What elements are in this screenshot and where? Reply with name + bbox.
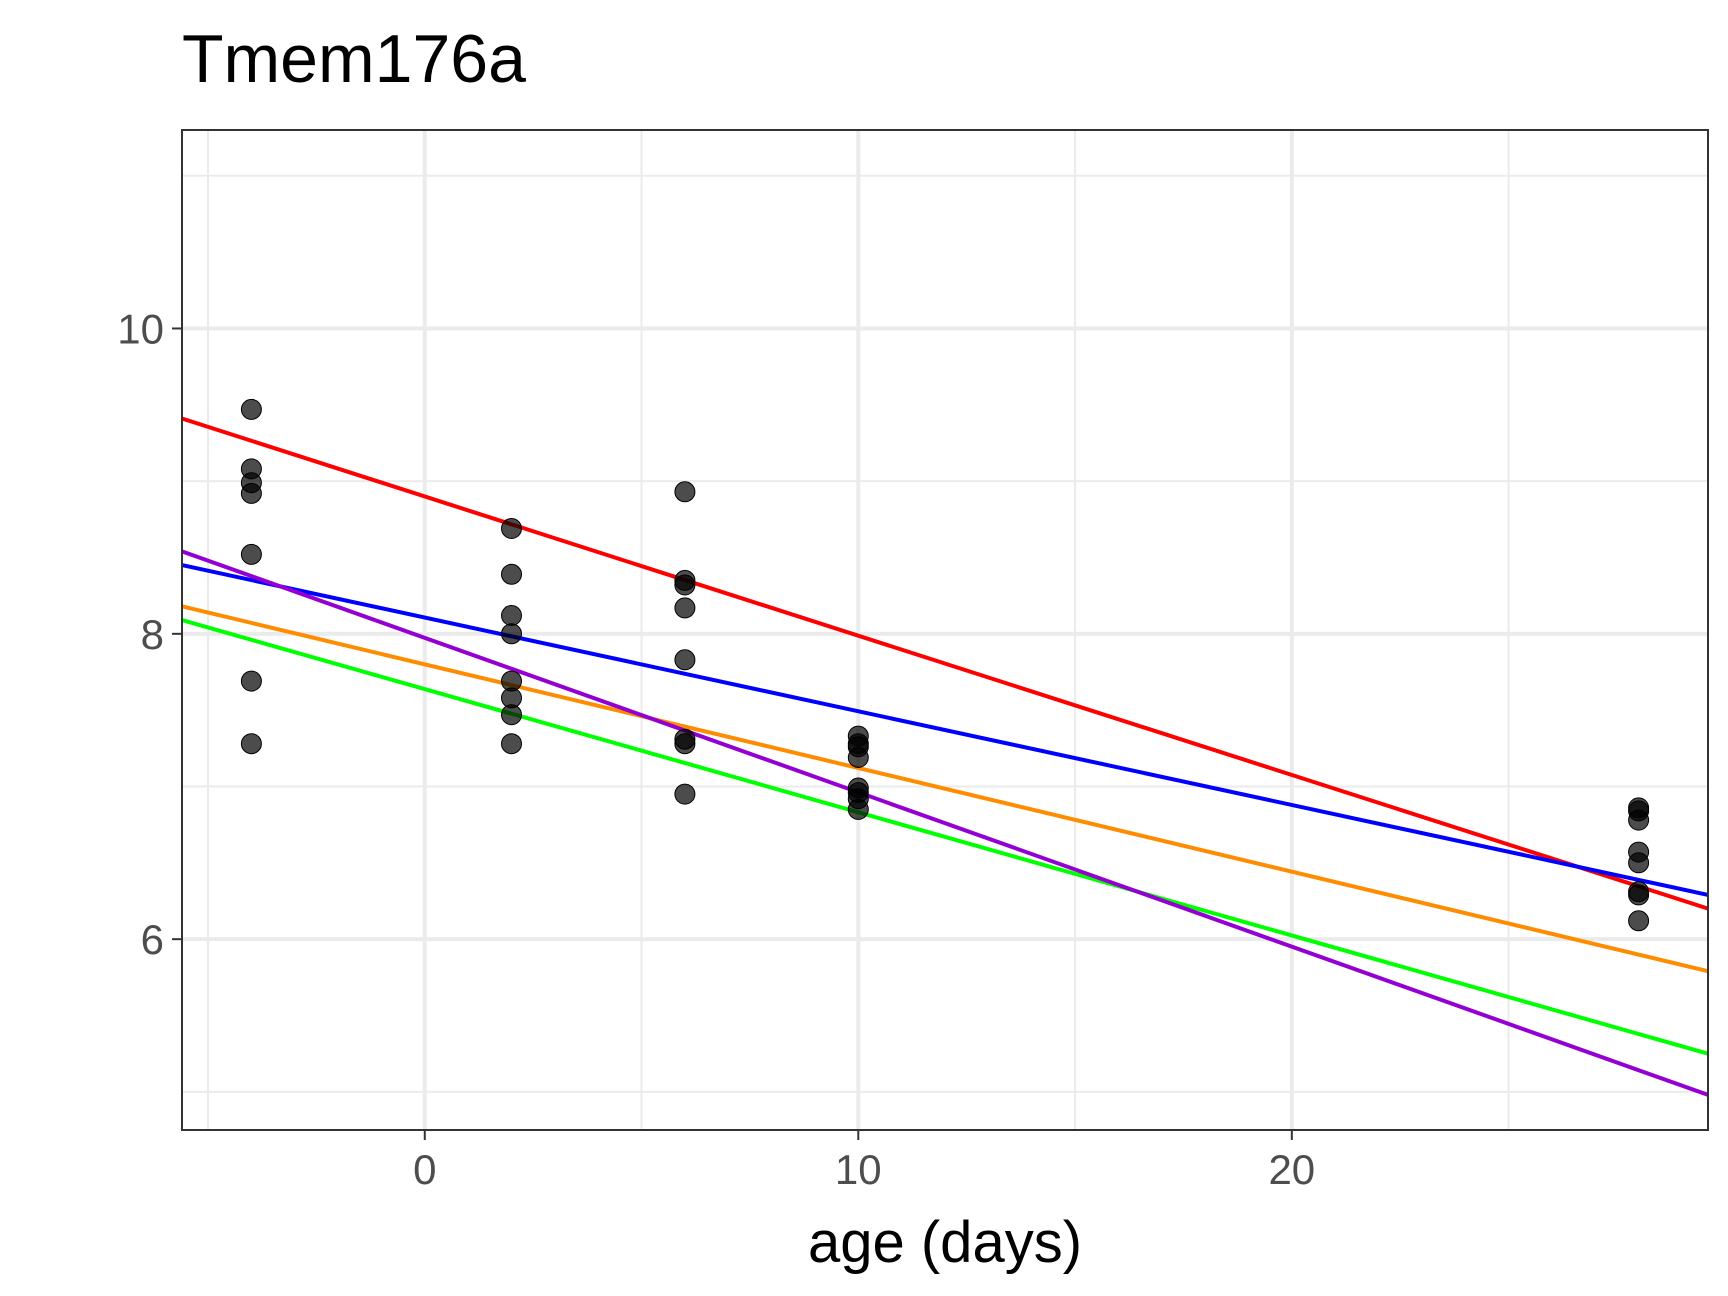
y-tick-label: 6 [141,916,164,963]
data-point [1628,852,1650,874]
data-point [674,597,696,619]
data-point [501,605,522,626]
data-point [1628,809,1650,831]
regression-lines [181,416,1709,1097]
x-tick-label: 20 [1268,1146,1315,1193]
gridlines [182,130,1708,1130]
data-point [1628,910,1650,932]
data-point [501,733,522,755]
data-point [501,563,522,585]
y-tick-label: 10 [117,305,164,352]
panel-background [182,130,1708,1130]
data-point [674,783,696,805]
panel-border [181,129,1709,1131]
data-point [847,747,869,768]
data-point [240,482,262,504]
regression-line [181,416,1709,911]
x-tick-label: 0 [413,1146,436,1193]
data-point [674,649,696,671]
plot-panel [181,129,1709,1131]
data-point [501,704,522,726]
regression-line [181,618,1709,1056]
data-point [674,481,696,503]
data-point [847,798,869,820]
data-point [674,574,696,596]
y-axis: 6 8 10 [117,305,182,963]
x-axis: 0 10 20 [413,1130,1315,1193]
y-tick-label: 8 [141,611,164,658]
data-point [240,398,262,420]
data-points [240,398,1650,932]
regression-line [181,563,1709,897]
data-point [240,543,262,565]
data-point [501,623,522,645]
x-tick-label: 10 [835,1146,882,1193]
data-point [501,518,522,539]
data-point [240,670,262,692]
data-point [1628,884,1650,906]
chart-title: Tmem176a [182,21,526,97]
x-axis-label: age (days) [808,1210,1082,1275]
regression-line [181,549,1709,1097]
data-point [674,733,696,755]
regression-line [181,604,1709,974]
data-point [240,733,262,755]
